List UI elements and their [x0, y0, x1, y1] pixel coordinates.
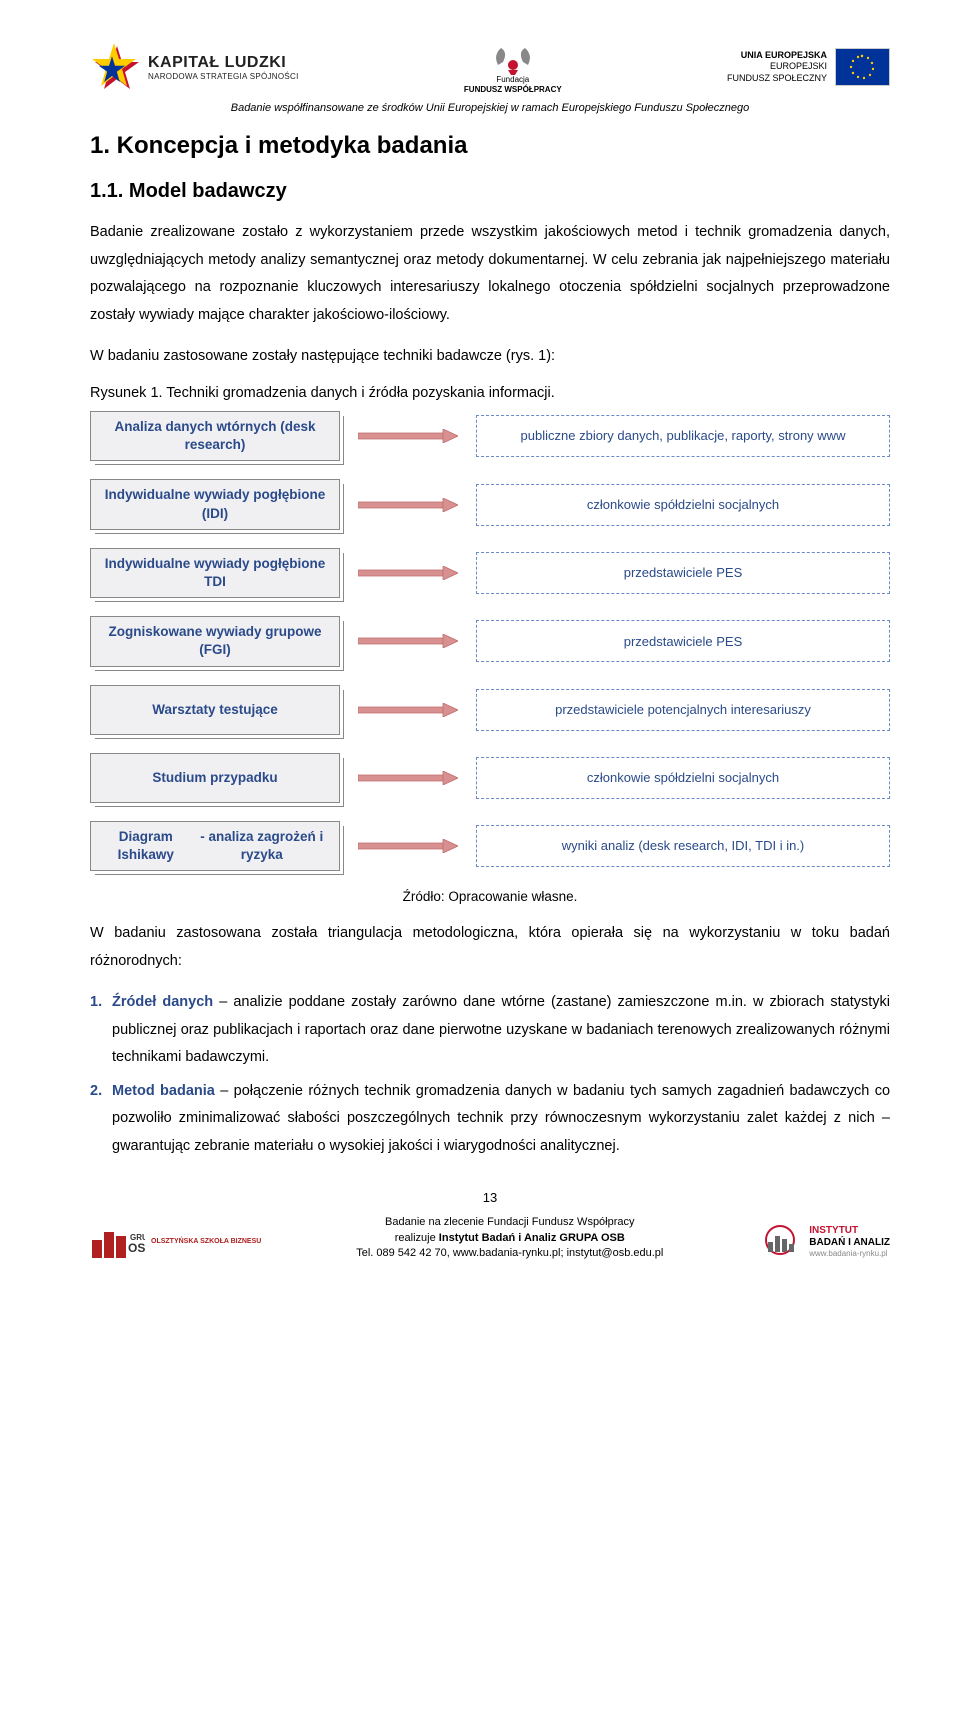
output-box: przedstawiciele PES [476, 620, 890, 662]
diagram-row: Indywidualne wywiady pogłębione (IDI) czł… [90, 479, 890, 529]
diagram-row: Warsztaty testujące przedstawiciele poten… [90, 685, 890, 735]
star-icon [90, 42, 140, 92]
svg-text:OSB: OSB [128, 1241, 145, 1255]
arrow-icon [358, 566, 458, 580]
footer-right-2: BADAŃ I ANALIZ [809, 1237, 890, 1248]
footer: GRUPAOSB OLSZTYŃSKA SZKOŁA BIZNESU Badan… [90, 1215, 890, 1261]
heading-1: 1. Koncepcja i metodyka badania [90, 132, 890, 160]
arrow-icon [358, 634, 458, 648]
logo-kl-title: KAPITAŁ LUDZKI [148, 54, 299, 72]
output-box: przedstawiciele PES [476, 552, 890, 594]
diagram-row: Analiza danych wtórnych (desk research) p… [90, 411, 890, 461]
technique-box: Studium przypadku [90, 753, 340, 803]
output-box: członkowie spółdzielni socjalnych [476, 757, 890, 799]
figure-caption: Rysunek 1. Techniki gromadzenia danych i… [90, 385, 890, 401]
list-item: 1. Źródeł danych – analizie poddane zosta… [90, 989, 890, 1072]
technique-box: Warsztaty testujące [90, 685, 340, 735]
arrow-icon [358, 771, 458, 785]
eu-text-3: FUNDUSZ SPOŁECZNY [727, 73, 827, 85]
arrow-icon [358, 839, 458, 853]
diagram-row: Zogniskowane wywiady grupowe (FGI) przeds… [90, 616, 890, 666]
technique-box: Zogniskowane wywiady grupowe (FGI) [90, 616, 340, 666]
logo-center-name: FUNDUSZ WSPÓŁPRACY [464, 85, 562, 95]
eu-flag-icon [835, 48, 890, 86]
eu-text-2: EUROPEJSKI [727, 61, 827, 73]
heading-2: 1.1. Model badawczy [90, 180, 890, 203]
list-item: 2. Metod badania – połączenie różnych tec… [90, 1078, 890, 1161]
technique-box: Diagram Ishikawy- analiza zagrożeń i ryz… [90, 821, 340, 871]
output-box: przedstawiciele potencjalnych interesari… [476, 689, 890, 731]
list-rest: – połączenie różnych technik gromadzenia… [112, 1083, 890, 1154]
paragraph-2: W badaniu zastosowane zostały następując… [90, 343, 890, 371]
footer-right-url: www.badania-rynku.pl [809, 1249, 890, 1258]
list-number: 2. [90, 1078, 102, 1106]
footer-left-text: OLSZTYŃSKA SZKOŁA BIZNESU [151, 1238, 261, 1246]
output-box: członkowie spółdzielni socjalnych [476, 484, 890, 526]
technique-box: Analiza danych wtórnych (desk research) [90, 411, 340, 461]
footer-left: GRUPAOSB OLSZTYŃSKA SZKOŁA BIZNESU [90, 1222, 261, 1262]
footer-center: Badanie na zlecenie Fundacji Fundusz Wsp… [356, 1215, 663, 1261]
header-logos: KAPITAŁ LUDZKI NARODOWA STRATEGIA SPÓJNO… [90, 40, 890, 94]
diagram-row: Diagram Ishikawy- analiza zagrożeń i ryz… [90, 821, 890, 871]
logo-kl-sub: NARODOWA STRATEGIA SPÓJNOŚCI [148, 72, 299, 81]
arrow-icon [358, 429, 458, 443]
list-rest: – analizie poddane zostały zarówno dane … [112, 994, 890, 1065]
technique-box: Indywidualne wywiady pogłębione TDI [90, 548, 340, 598]
paragraph-1: Badanie zrealizowane zostało z wykorzyst… [90, 219, 890, 329]
eu-text-1: UNIA EUROPEJSKA [727, 50, 827, 62]
diagram: Analiza danych wtórnych (desk research) p… [90, 411, 890, 871]
footer-right: INSTYTUT BADAŃ I ANALIZ www.badania-rynk… [758, 1222, 890, 1262]
footer-center-1: Badanie na zlecenie Fundacji Fundusz Wsp… [356, 1215, 663, 1230]
osb-logo-icon: GRUPAOSB [90, 1222, 145, 1262]
arrow-icon [358, 703, 458, 717]
arrow-icon [358, 498, 458, 512]
instytut-logo-icon [758, 1222, 803, 1262]
list-term: Źródeł danych [112, 994, 213, 1010]
output-box: publiczne zbiory danych, publikacje, rap… [476, 415, 890, 457]
footer-center-2a: realizuje [395, 1232, 439, 1244]
footer-center-3: Tel. 089 542 42 70, www.badania-rynku.pl… [356, 1246, 663, 1261]
list-number: 1. [90, 989, 102, 1017]
logo-fundusz-wspolpracy: Fundacja FUNDUSZ WSPÓŁPRACY [464, 40, 562, 94]
source-note: Źródło: Opracowanie własne. [90, 889, 890, 904]
paragraph-3: W badaniu zastosowana została triangulac… [90, 920, 890, 975]
footer-right-1: INSTYTUT [809, 1225, 858, 1236]
funding-note: Badanie współfinansowane ze środków Unii… [90, 102, 890, 114]
numbered-list: 1. Źródeł danych – analizie poddane zosta… [90, 989, 890, 1160]
diagram-row: Indywidualne wywiady pogłębione TDI przed… [90, 548, 890, 598]
logo-eu: UNIA EUROPEJSKA EUROPEJSKI FUNDUSZ SPOŁE… [727, 48, 890, 86]
page-number: 13 [90, 1190, 890, 1205]
cooperation-icon [483, 40, 543, 75]
technique-box: Indywidualne wywiady pogłębione (IDI) [90, 479, 340, 529]
footer-center-2b: Instytut Badań i Analiz GRUPA OSB [439, 1232, 625, 1244]
diagram-row: Studium przypadku członkowie spółdzielni … [90, 753, 890, 803]
logo-kapital-ludzki: KAPITAŁ LUDZKI NARODOWA STRATEGIA SPÓJNO… [90, 42, 299, 92]
logo-center-top: Fundacja [464, 75, 562, 85]
output-box: wyniki analiz (desk research, IDI, TDI i… [476, 825, 890, 867]
list-term: Metod badania [112, 1083, 215, 1099]
